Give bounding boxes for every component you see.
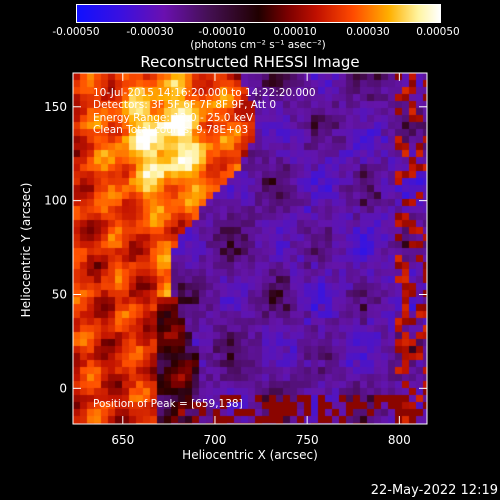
colorbar-gradient [77,5,440,22]
heatmap-image [73,73,427,424]
colorbar-tick: 0.00010 [273,26,317,38]
x-tick-label: 650 [111,433,134,447]
y-tick-label: 50 [52,287,67,301]
colorbar-unit: (photons cm⁻² s⁻¹ asec⁻²) [190,39,326,51]
date-stamp: 22-May-2022 12:19 [370,483,498,498]
annotation-peak: Position of Peak = [659,138] [93,398,243,410]
colorbar [76,4,441,23]
x-tick-label: 800 [388,433,411,447]
annotation-clean: Clean Total counts: 9.78E+03 [93,124,249,136]
x-tick-label: 750 [296,433,319,447]
colorbar-tick: -0.00050 [52,26,100,38]
y-tick-label: 100 [44,194,67,208]
x-tick-label: 700 [204,433,227,447]
y-axis-label: Heliocentric Y (arcsec) [19,182,33,318]
chart-title: Reconstructed RHESSI Image [140,53,360,71]
colorbar-tick: 0.00050 [416,26,460,38]
colorbar-tick: -0.00030 [126,26,174,38]
y-tick-label: 0 [59,381,67,395]
colorbar-tick: -0.00010 [198,26,246,38]
heatmap-canvas [73,73,427,424]
annotation-time: 10-Jul-2015 14:16:20.000 to 14:22:20.000 [93,87,316,99]
plot-frame [72,72,428,425]
axis-ticks: 650 700 750 800 0 50 100 150 [44,73,427,447]
y-tick-label: 150 [44,100,67,114]
annotation-energy: Energy Range: 12.0 - 25.0 keV [93,112,254,124]
annotation-detectors: Detectors: 3F 5F 6F 7F 8F 9F, Att 0 [93,99,277,111]
colorbar-tick: 0.00030 [346,26,390,38]
x-axis-label: Heliocentric X (arcsec) [182,448,318,462]
